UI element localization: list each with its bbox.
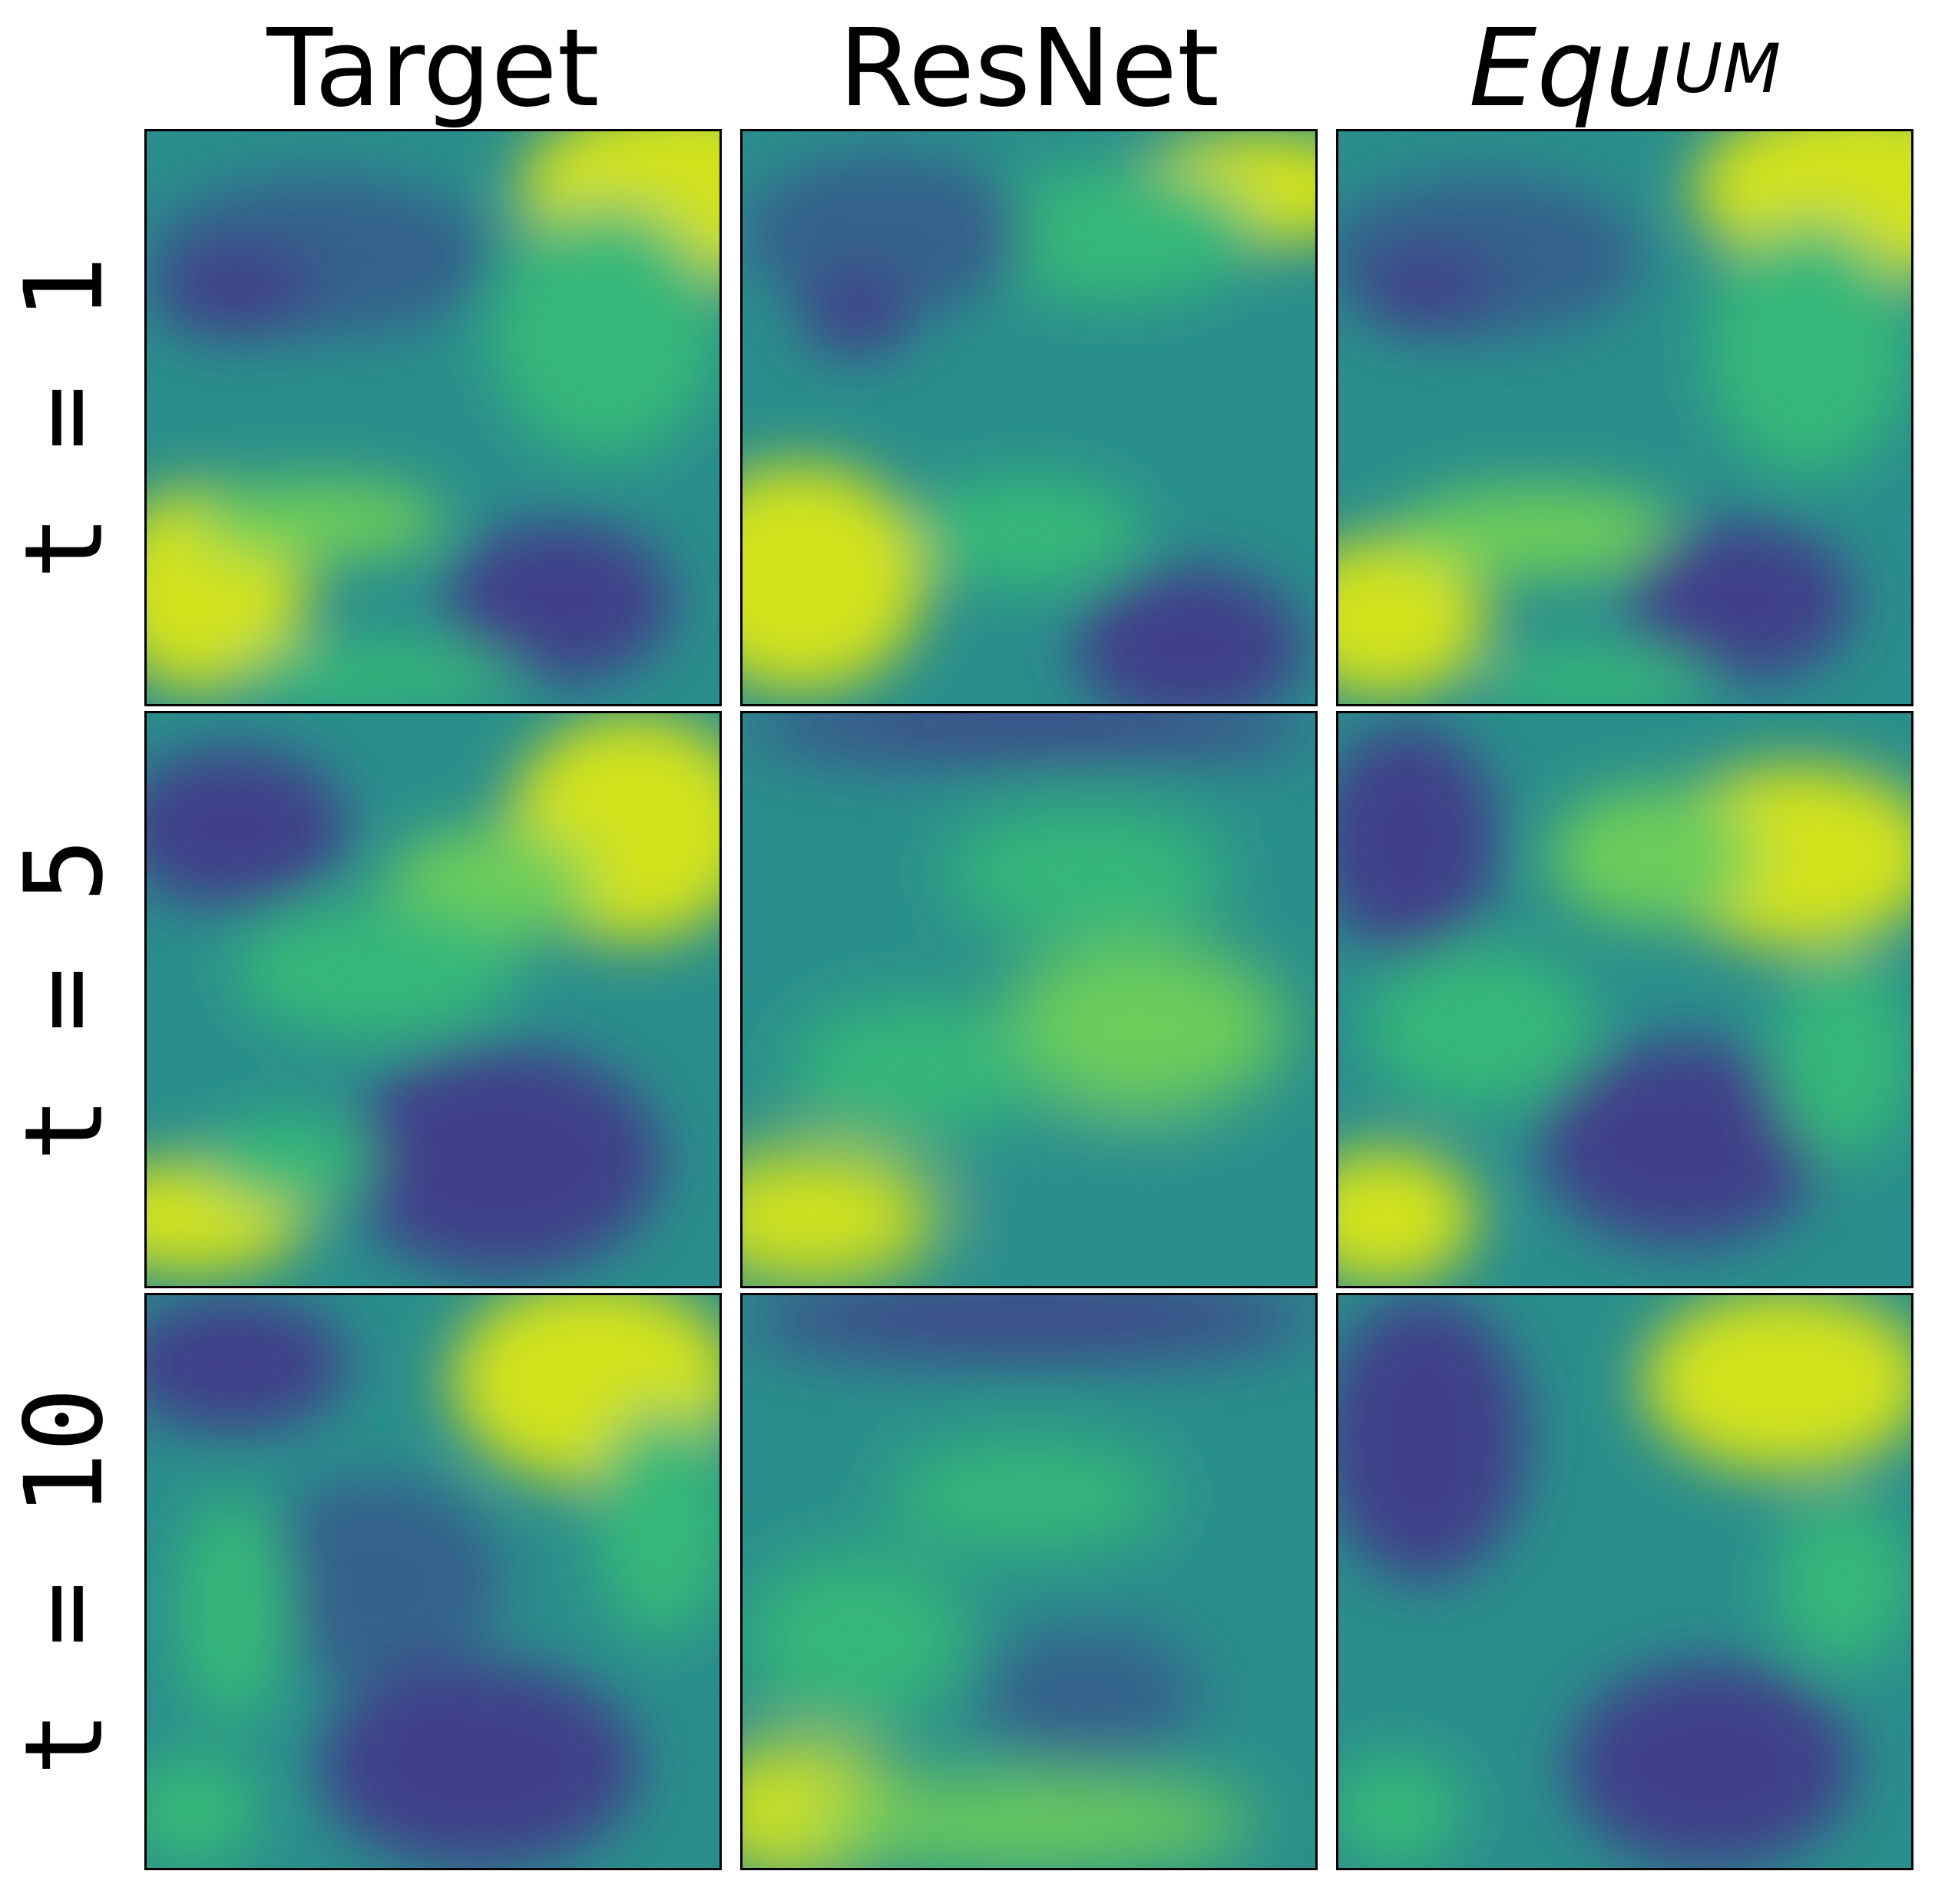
panel-resnet-t10	[740, 1293, 1318, 1870]
panel-target-t10	[144, 1293, 722, 1870]
panel-resnet-t1	[740, 129, 1318, 706]
row-label-t10: t = 10	[2, 1387, 128, 1776]
panel-resnet-t5	[740, 711, 1318, 1288]
column-title-resnet: ResNet	[838, 6, 1219, 131]
panel-target-t1	[144, 129, 722, 706]
column-title-target: Target	[266, 6, 600, 131]
column-title-equum: Equ UM	[1468, 6, 1781, 131]
panel-equum-t5	[1336, 711, 1914, 1288]
panel-equum-t10	[1336, 1293, 1914, 1870]
panel-target-t5	[144, 711, 722, 1288]
row-label-t5: t = 5	[2, 838, 127, 1162]
row-label-t1: t = 1	[2, 256, 127, 580]
panel-equum-t1	[1336, 129, 1914, 706]
